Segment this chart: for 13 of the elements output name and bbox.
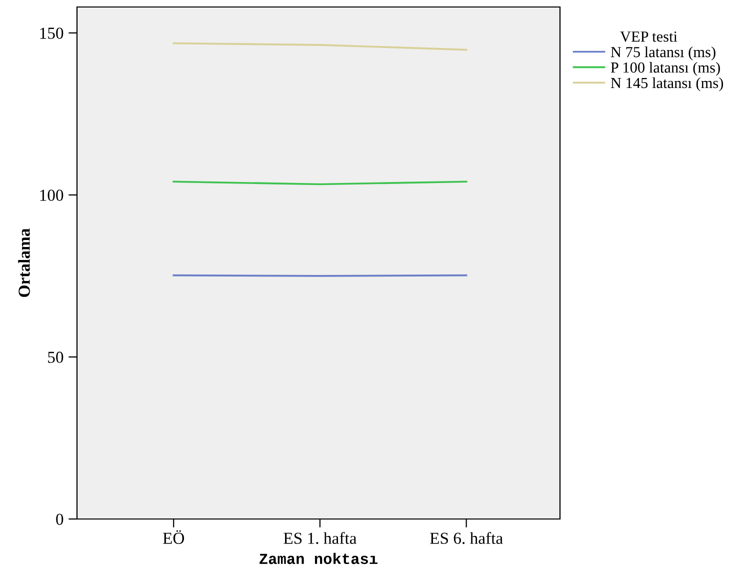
x-tick-label: ES 6. hafta [430, 532, 503, 544]
legend-title: VEP testi [620, 31, 678, 42]
legend-label: N 75 latansı (ms) [610, 46, 716, 60]
legend-label: P 100 latansı (ms) [610, 62, 720, 76]
legend-label: N 145 latansı (ms) [610, 77, 724, 92]
x-tick-label: ES 1. hafta [284, 532, 357, 544]
y-tick-label: 100 [40, 190, 64, 201]
y-axis-title: Ortalama [18, 228, 30, 297]
x-tick-label: EÖ [162, 530, 184, 544]
y-tick-label: 150 [40, 28, 64, 39]
y-tick-label: 50 [48, 352, 64, 363]
y-tick-label: 0 [56, 514, 64, 525]
x-axis-title: Zaman noktası [260, 552, 378, 564]
